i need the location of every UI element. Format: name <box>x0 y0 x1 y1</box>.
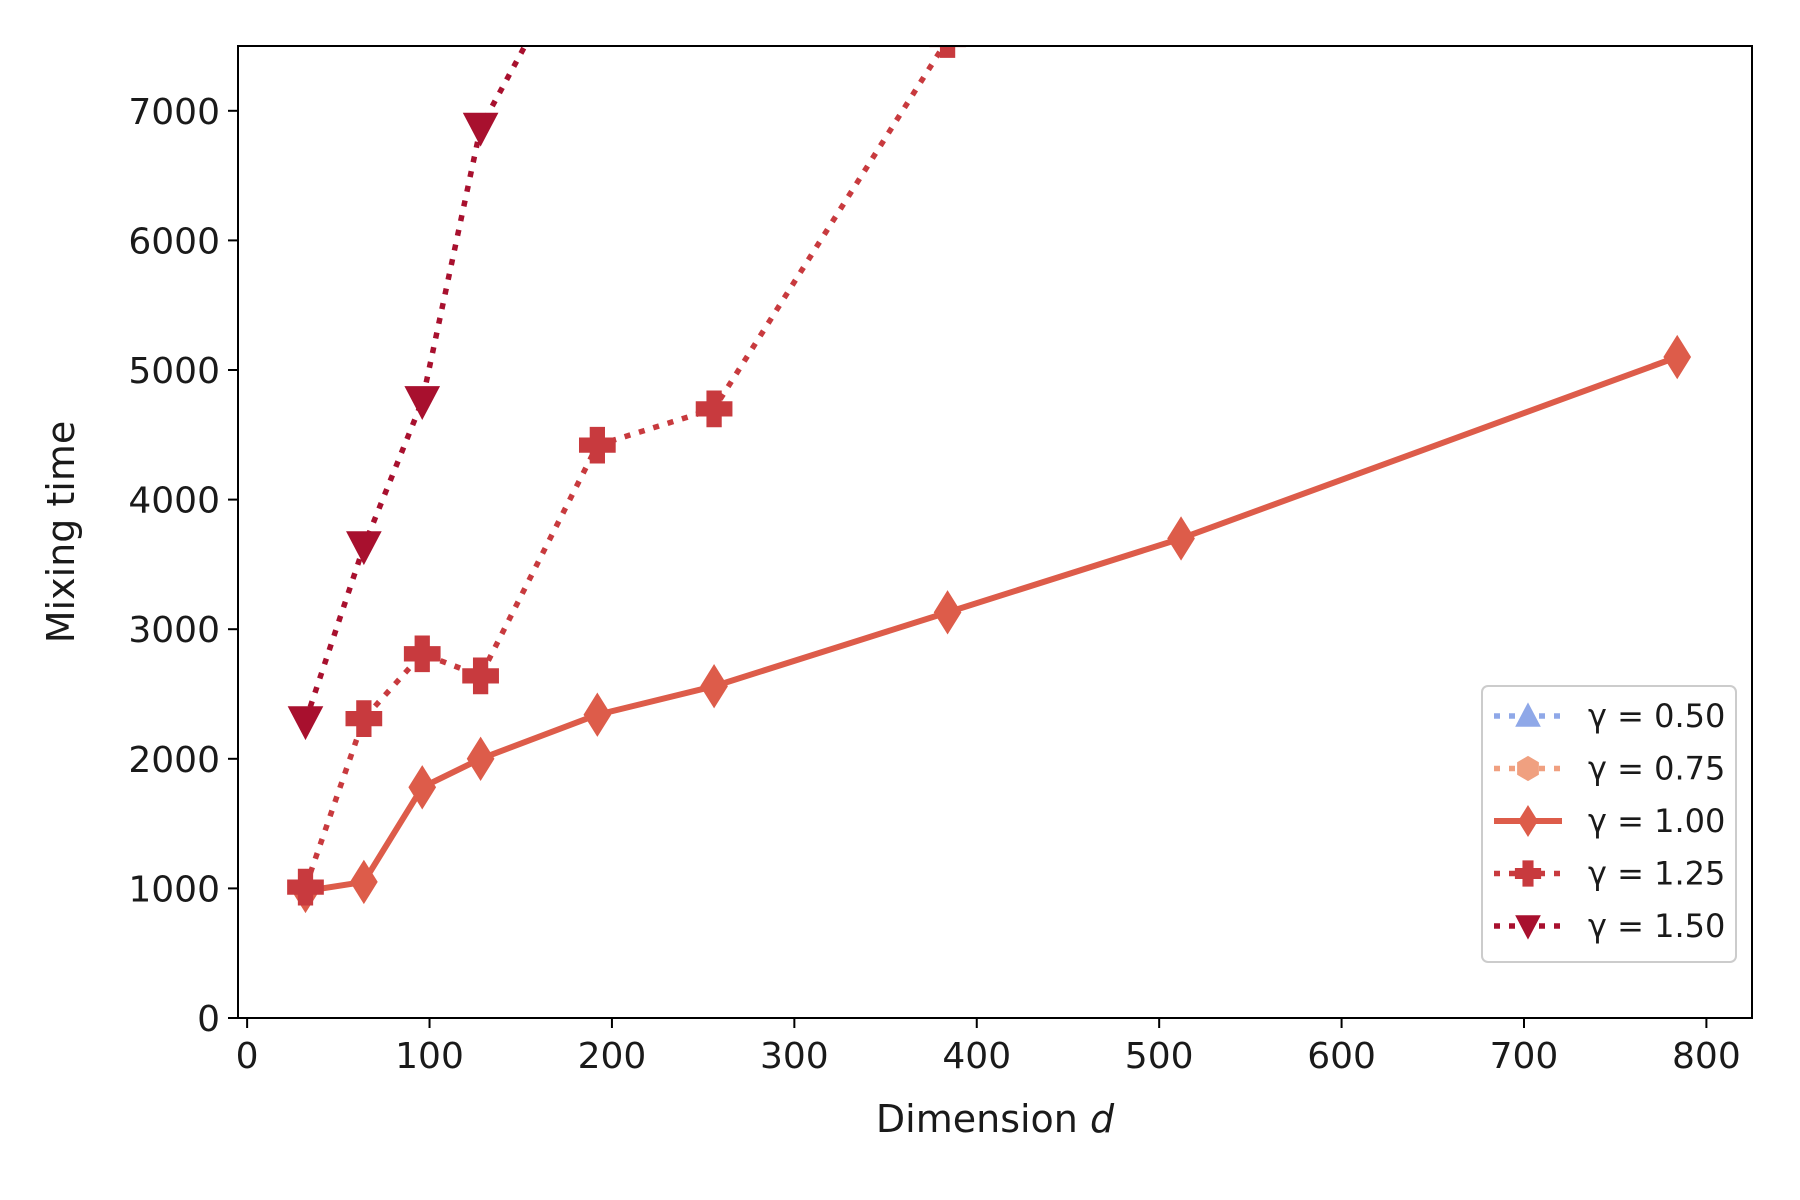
data-point <box>929 46 966 58</box>
legend-item: γ = 1.25 <box>1494 855 1725 893</box>
data-point <box>346 531 382 566</box>
data-point <box>403 635 441 673</box>
legend: γ = 0.50 γ = 0.75 γ = 1.00 γ = 1.25 γ = 1.50 <box>1481 685 1737 963</box>
legend-marker <box>1518 805 1538 837</box>
series-4 <box>287 6 556 741</box>
legend-label: γ = 1.50 <box>1588 907 1725 945</box>
series-layer <box>287 6 1692 914</box>
x-tick-label: 700 <box>1490 1036 1559 1077</box>
x-tick-label: 400 <box>942 1036 1011 1077</box>
y-axis-label: Mixing time <box>39 421 83 644</box>
y-tick-label: 1000 <box>128 869 220 910</box>
legend-label: γ = 1.25 <box>1588 855 1725 893</box>
data-point <box>404 386 441 421</box>
legend-marker <box>1517 755 1539 782</box>
y-tick-label: 4000 <box>128 481 220 522</box>
x-axis-label: Dimension d <box>876 1097 1115 1141</box>
series-line <box>302 46 529 723</box>
y-axis-ticks: 0 1000 2000 3000 4000 5000 6000 7000 <box>128 92 238 1040</box>
y-tick-label: 7000 <box>128 92 220 133</box>
data-point <box>350 859 378 905</box>
x-tick-label: 200 <box>578 1036 647 1077</box>
series-3 <box>287 46 966 906</box>
data-point <box>287 868 324 906</box>
data-point <box>287 706 324 741</box>
data-point <box>462 657 499 695</box>
legend-item: γ = 0.50 <box>1494 697 1725 735</box>
y-tick-label: 0 <box>197 999 220 1040</box>
legend-label: γ = 0.75 <box>1588 750 1725 788</box>
x-tick-label: 500 <box>1125 1036 1194 1077</box>
y-tick-label: 3000 <box>128 610 220 651</box>
legend-item: γ = 0.75 <box>1494 750 1725 788</box>
legend-label: γ = 1.00 <box>1588 802 1725 840</box>
x-tick-label: 100 <box>395 1036 464 1077</box>
data-point <box>408 765 437 810</box>
data-point <box>933 590 962 635</box>
y-tick-label: 2000 <box>128 740 220 781</box>
data-point <box>1167 516 1195 561</box>
data-point <box>462 112 499 147</box>
data-point <box>1663 334 1692 380</box>
x-tick-label: 0 <box>236 1036 259 1077</box>
legend-item: γ = 1.50 <box>1494 907 1725 945</box>
data-point <box>466 736 495 781</box>
data-point <box>700 664 728 709</box>
data-point <box>695 390 733 428</box>
plot-frame <box>237 45 1753 1019</box>
legend-label: γ = 0.50 <box>1588 697 1725 735</box>
data-point <box>583 692 612 737</box>
legend-marker <box>1514 860 1542 887</box>
x-axis-label-variable: d <box>1090 1097 1115 1141</box>
x-tick-label: 300 <box>760 1036 829 1077</box>
x-axis-ticks: 0 100 200 300 400 500 600 700 800 <box>236 1018 1741 1077</box>
x-tick-label: 800 <box>1672 1036 1741 1077</box>
legend-marker <box>1515 915 1541 940</box>
y-tick-label: 6000 <box>128 221 220 262</box>
legend-item: γ = 1.00 <box>1494 802 1725 840</box>
legend-box <box>1481 685 1737 963</box>
legend-marker <box>1515 702 1541 727</box>
x-tick-label: 600 <box>1307 1036 1376 1077</box>
data-point <box>345 700 383 737</box>
x-axis-label-text: Dimension <box>876 1097 1078 1141</box>
data-point <box>578 426 616 464</box>
y-tick-label: 5000 <box>128 351 220 392</box>
data-point <box>522 6 556 38</box>
